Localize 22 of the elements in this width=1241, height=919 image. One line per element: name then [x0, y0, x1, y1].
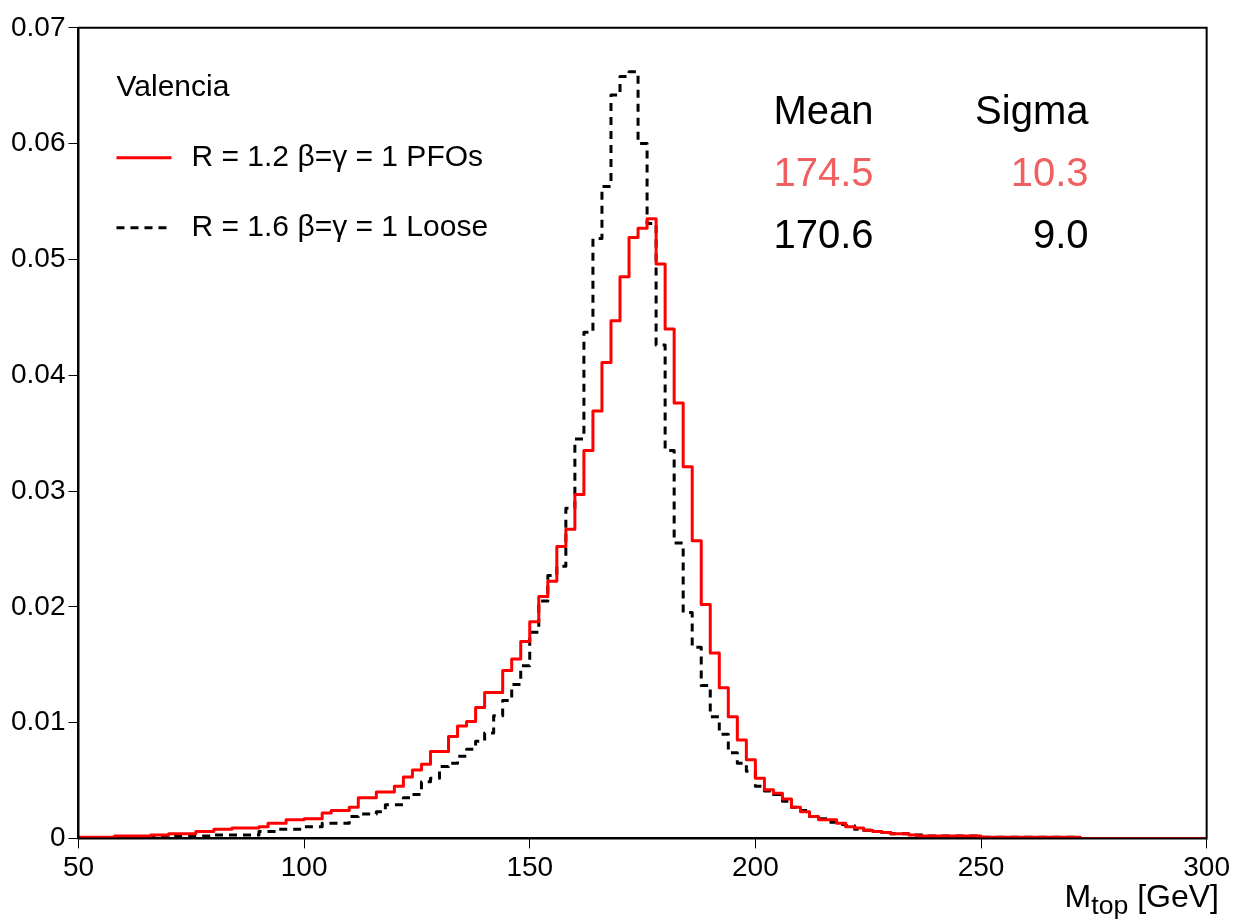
annotation: 174.5	[773, 149, 874, 194]
x-tick-label: 100	[280, 850, 328, 882]
annotation: 10.3	[1010, 149, 1089, 194]
legend-title: Valencia	[116, 69, 230, 103]
y-tick-label: 0.04	[11, 357, 66, 389]
y-tick-label: 0.02	[11, 589, 66, 621]
annotation: Mean	[773, 87, 874, 132]
annotation: 9.0	[1032, 211, 1089, 256]
x-tick-label: 150	[506, 850, 554, 882]
legend-label: R = 1.6 β=γ = 1 Loose	[191, 209, 489, 243]
y-tick-label: 0	[49, 821, 66, 853]
x-tick-label: 200	[732, 850, 779, 882]
x-tick-label: 50	[62, 850, 95, 882]
y-tick-label: 0.03	[11, 473, 66, 505]
legend-label: R = 1.2 β=γ = 1 PFOs	[191, 139, 484, 173]
y-tick-label: 0.05	[11, 242, 66, 274]
annotation: Sigma	[975, 87, 1090, 132]
x-tick-label: 250	[957, 850, 1005, 882]
y-tick-label: 0.06	[11, 126, 66, 158]
y-tick-label: 0.07	[11, 10, 66, 42]
annotation: 170.6	[773, 211, 874, 256]
y-tick-label: 0.01	[11, 705, 66, 737]
